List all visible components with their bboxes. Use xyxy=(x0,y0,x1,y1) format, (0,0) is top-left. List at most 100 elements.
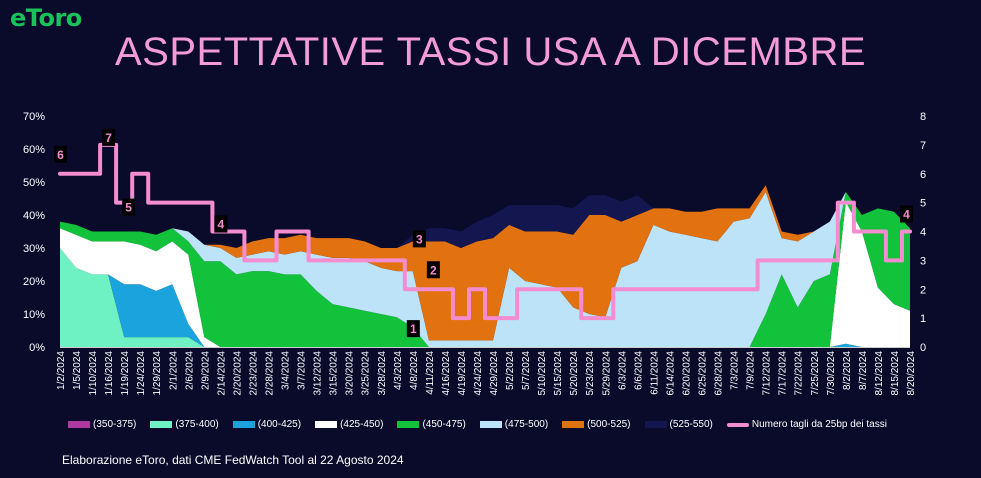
x-tick-label: 1/16/2024 xyxy=(104,351,115,396)
y-right-tick-label: 2 xyxy=(920,284,926,296)
x-tick-label: 8/12/2024 xyxy=(874,351,885,396)
legend-item-4: (450-475) xyxy=(397,419,466,430)
x-tick-label: 5/29/2024 xyxy=(601,351,612,396)
x-tick-label: 2/20/2024 xyxy=(232,351,243,396)
rate-cuts-line xyxy=(58,142,912,321)
x-tick-label: 4/11/2024 xyxy=(425,351,436,395)
point-label-box xyxy=(426,261,440,279)
y-right-tick-label: 8 xyxy=(920,111,926,123)
legend-swatch xyxy=(68,421,90,428)
point-label-text: 6 xyxy=(57,148,64,162)
x-tick-label: 4/16/2024 xyxy=(441,351,452,396)
x-tick-label: 4/19/2024 xyxy=(457,351,468,396)
x-tick-label: 3/28/2024 xyxy=(377,351,388,396)
x-tick-label: 1/19/2024 xyxy=(120,351,131,396)
source-note: Elaborazione eToro, dati CME FedWatch To… xyxy=(62,453,404,467)
y-right-tick-label: 5 xyxy=(920,198,926,210)
x-tick-label: 4/24/2024 xyxy=(473,351,484,396)
point-label-text: 3 xyxy=(416,232,423,246)
legend-label: (500-525) xyxy=(587,419,631,430)
x-tick-label: 7/25/2024 xyxy=(810,351,821,396)
x-tick-label: 2/6/2024 xyxy=(184,351,195,390)
x-tick-label: 4/29/2024 xyxy=(489,351,500,396)
y-left-tick-label: 40% xyxy=(23,210,45,222)
y-left-tick-label: 0% xyxy=(29,342,45,354)
point-label-text: 4 xyxy=(218,218,225,232)
point-label-3: 4 xyxy=(214,215,228,233)
point-label-box xyxy=(412,230,426,248)
point-label-4: 3 xyxy=(412,230,426,248)
point-label-7: 4 xyxy=(900,205,913,223)
area-400-425 xyxy=(60,248,910,347)
x-tick-label: 7/3/2024 xyxy=(730,351,741,390)
legend-item-2: (400-425) xyxy=(232,419,301,430)
x-tick-label: 4/3/2024 xyxy=(393,351,404,390)
y-right-tick-label: 3 xyxy=(920,255,926,267)
legend-swatch xyxy=(479,421,502,428)
point-label-6: 2 xyxy=(426,261,440,279)
point-label-0: 6 xyxy=(54,145,67,163)
x-tick-label: 3/7/2024 xyxy=(297,351,308,390)
y-right-tick-label: 1 xyxy=(920,313,926,325)
point-label-1: 7 xyxy=(102,128,116,146)
point-label-box xyxy=(406,320,420,338)
point-label-text: 2 xyxy=(430,263,437,277)
x-tick-label: 7/30/2024 xyxy=(826,351,837,396)
point-label-text: 7 xyxy=(105,131,112,145)
y-right-tick-label: 6 xyxy=(920,169,926,181)
x-tick-label: 6/28/2024 xyxy=(714,351,725,396)
y-right-tick-label: 7 xyxy=(920,140,926,152)
y-axis-right: 0 1 2 3 4 5 6 7 8 xyxy=(920,111,926,354)
legend-item-1: (375-400) xyxy=(150,419,219,430)
y-right-tick-label: 0 xyxy=(920,342,926,354)
x-tick-label: 5/23/2024 xyxy=(585,351,596,396)
x-tick-label: 4/8/2024 xyxy=(409,351,420,390)
legend-label: Numero tagli da 25bp dei tassi xyxy=(751,419,887,430)
y-left-tick-label: 20% xyxy=(23,276,45,288)
x-tick-label: 1/5/2024 xyxy=(72,351,83,390)
legend-label: (425-450) xyxy=(340,419,384,430)
x-tick-label: 5/15/2024 xyxy=(553,351,564,396)
legend-item-8: Numero tagli da 25bp dei tassi xyxy=(726,419,887,430)
point-label-text: 5 xyxy=(125,201,132,215)
x-tick-label: 2/9/2024 xyxy=(200,351,211,390)
legend-swatch xyxy=(397,421,420,428)
legend-item-6: (500-525) xyxy=(562,419,631,430)
x-tick-label: 7/22/2024 xyxy=(794,351,805,396)
legend-label: (350-375) xyxy=(93,419,137,430)
x-tick-label: 2/1/2024 xyxy=(168,351,179,390)
point-label-box xyxy=(54,145,67,163)
point-label-box xyxy=(102,128,116,146)
x-tick-label: 6/14/2024 xyxy=(665,351,676,396)
legend-label: (450-475) xyxy=(422,419,466,430)
legend-item-7: (525-550) xyxy=(644,419,713,430)
x-tick-label: 3/15/2024 xyxy=(329,351,340,396)
x-tick-label: 3/20/2024 xyxy=(345,351,356,396)
legend-label: (525-550) xyxy=(669,419,713,430)
y-right-tick-label: 4 xyxy=(920,227,926,239)
point-label-text: 4 xyxy=(903,208,910,222)
x-tick-label: 2/23/2024 xyxy=(248,351,259,396)
point-label-box xyxy=(900,205,913,223)
x-tick-label: 1/29/2024 xyxy=(152,351,163,396)
x-tick-label: 3/12/2024 xyxy=(313,351,324,396)
etoro-logo: eToro xyxy=(10,4,82,32)
x-tick-label: 8/7/2024 xyxy=(858,351,869,390)
chart-title: ASPETTATIVE TASSI USA A DICEMBRE xyxy=(114,30,867,74)
legend-swatch xyxy=(150,421,173,428)
legend-swatch xyxy=(232,421,255,428)
x-tick-label: 8/2/2024 xyxy=(842,351,853,390)
x-tick-label: 7/12/2024 xyxy=(762,351,773,396)
legend-label: (375-400) xyxy=(175,419,219,430)
legend-swatch xyxy=(315,421,338,428)
x-tick-label: 6/6/2024 xyxy=(633,351,644,390)
point-label-box xyxy=(214,215,228,233)
point-labels: 6 7 5 4 3 1 2 4 xyxy=(54,128,913,338)
x-tick-label: 8/20/2024 xyxy=(906,351,917,396)
legend-item-0: (350-375) xyxy=(68,419,136,430)
stacked-areas xyxy=(60,185,910,347)
x-tick-label: 5/20/2024 xyxy=(569,351,580,396)
x-tick-label: 7/17/2024 xyxy=(778,351,789,396)
point-label-2: 5 xyxy=(122,198,136,216)
